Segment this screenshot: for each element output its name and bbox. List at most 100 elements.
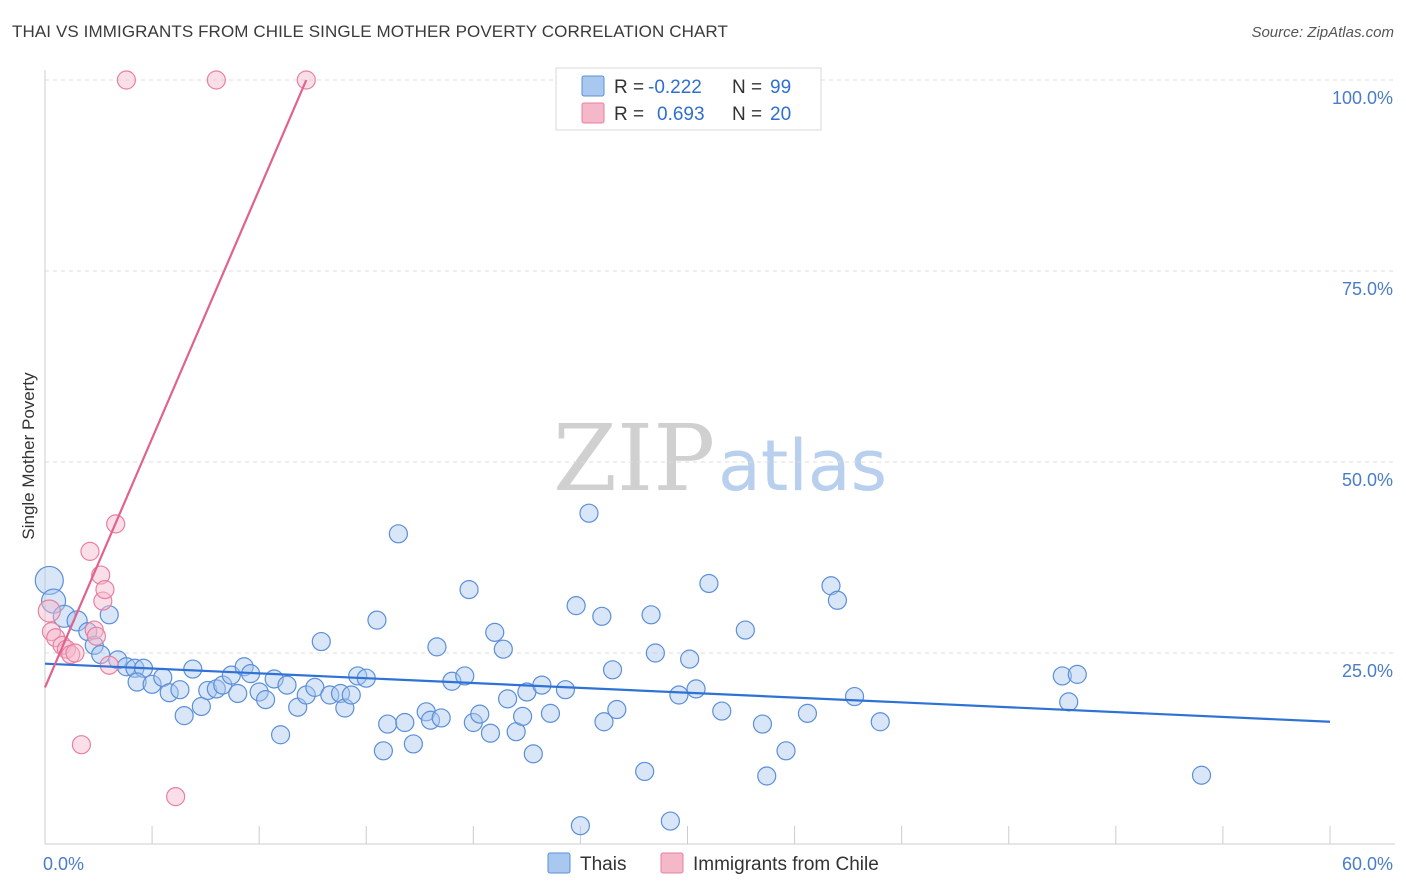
y-tick-label: 25.0%: [1342, 661, 1393, 681]
data-point-chile: [93, 591, 113, 611]
x-tick-label-min: 0.0%: [43, 854, 84, 874]
legend-box: R = -0.222 N = 99 R = 0.693 N = 20: [555, 67, 822, 131]
data-point-chile: [80, 541, 100, 561]
data-point-thais: [403, 734, 423, 754]
data-point-thais: [752, 714, 773, 734]
grid-lines: [45, 79, 1395, 654]
legend-n-value-chile: 20: [770, 104, 791, 125]
data-point-chile: [37, 599, 61, 623]
bottom-legend: Thais Immigrants from Chile: [547, 852, 879, 875]
data-point-thais: [602, 660, 623, 680]
data-point-thais: [378, 714, 398, 734]
data-point-thais: [645, 643, 665, 663]
chart-source: Source: ZipAtlas.com: [1251, 24, 1394, 41]
data-point-thais: [142, 674, 162, 694]
data-point-thais: [757, 766, 777, 786]
bottom-legend-swatch-chile: [660, 852, 684, 874]
data-point-thais: [540, 703, 561, 723]
data-point-thais: [844, 686, 865, 707]
data-point-thais: [776, 741, 796, 761]
x-axis-ticks: [151, 826, 1331, 844]
data-point-thais: [249, 682, 269, 702]
series-thais-points: [34, 503, 1212, 836]
data-point-thais: [170, 680, 190, 700]
axes: [44, 70, 1395, 845]
data-point-thais: [1059, 692, 1079, 712]
y-tick-labels: 25.0% 50.0% 75.0% 100.0%: [1332, 88, 1393, 681]
data-point-thais: [270, 725, 291, 745]
x-tick-label-max: 60.0%: [1342, 854, 1393, 874]
data-point-thais: [34, 565, 64, 596]
data-point-thais: [498, 689, 518, 709]
data-point-thais: [699, 573, 719, 594]
data-point-thais: [523, 744, 543, 764]
data-point-thais: [255, 690, 276, 710]
data-point-thais: [712, 701, 732, 721]
data-point-chile: [116, 70, 136, 90]
bottom-legend-swatch-thais: [547, 852, 571, 874]
data-point-thais: [686, 679, 706, 699]
data-point-chile: [65, 643, 85, 663]
y-tick-label: 50.0%: [1342, 470, 1393, 490]
data-point-thais: [228, 683, 248, 704]
data-point-thais: [641, 605, 661, 625]
data-point-thais: [512, 706, 533, 727]
data-point-thais: [827, 590, 848, 610]
data-point-thais: [566, 596, 586, 616]
data-point-thais: [191, 696, 211, 717]
data-point-thais: [592, 606, 612, 626]
data-point-thais: [341, 685, 361, 705]
data-point-thais: [870, 712, 890, 732]
data-point-thais: [493, 639, 513, 659]
data-point-thais: [485, 622, 505, 642]
y-tick-label: 75.0%: [1342, 279, 1393, 299]
data-point-thais: [607, 699, 627, 720]
data-point-thais: [367, 610, 387, 630]
trend-line-thais: [44, 662, 1331, 723]
data-point-thais: [669, 685, 689, 705]
y-tick-label: 100.0%: [1332, 88, 1393, 108]
legend-n-value-thais: 99: [770, 77, 791, 98]
legend-r-value-thais: -0.222: [648, 77, 702, 98]
bottom-legend-label-chile: Immigrants from Chile: [693, 854, 879, 875]
data-point-thais: [594, 712, 614, 732]
data-point-thais: [555, 680, 576, 700]
data-point-chile: [86, 626, 107, 646]
data-point-thais: [159, 683, 179, 703]
data-point-thais: [395, 712, 415, 733]
data-point-thais: [427, 637, 447, 657]
data-point-thais: [455, 666, 475, 686]
data-point-thais: [1191, 765, 1212, 785]
data-point-chile: [206, 70, 226, 90]
data-point-thais: [1067, 664, 1087, 684]
data-point-thais: [431, 708, 451, 728]
legend-n-label-thais: N =: [732, 77, 762, 98]
data-point-thais: [277, 675, 297, 695]
data-point-thais: [305, 677, 325, 697]
data-point-chile: [71, 735, 92, 755]
watermark-zip: ZIP: [553, 405, 715, 512]
data-point-thais: [373, 741, 393, 761]
legend-swatch-chile: [581, 102, 605, 124]
data-point-thais: [459, 579, 479, 600]
data-point-thais: [127, 672, 147, 692]
bottom-legend-label-thais: Thais: [580, 854, 626, 875]
series-chile-points: [37, 70, 316, 807]
data-point-thais: [311, 631, 331, 652]
data-point-thais: [635, 761, 655, 782]
data-point-thais: [570, 816, 591, 836]
legend-n-label-chile: N =: [732, 104, 762, 125]
watermark-atlas: atlas: [718, 425, 887, 507]
legend-r-value-chile: 0.693: [657, 104, 705, 125]
legend-r-label-thais: R =: [614, 77, 644, 98]
data-point-thais: [579, 503, 599, 523]
data-point-thais: [174, 706, 194, 726]
trend-line-chile: [43, 79, 308, 688]
data-point-thais: [480, 723, 501, 743]
data-point-thais: [680, 649, 700, 669]
data-point-thais: [735, 620, 755, 640]
legend-r-label-chile: R =: [614, 104, 644, 125]
data-point-chile: [166, 787, 186, 807]
chart-title: THAI VS IMMIGRANTS FROM CHILE SINGLE MOT…: [12, 22, 728, 41]
